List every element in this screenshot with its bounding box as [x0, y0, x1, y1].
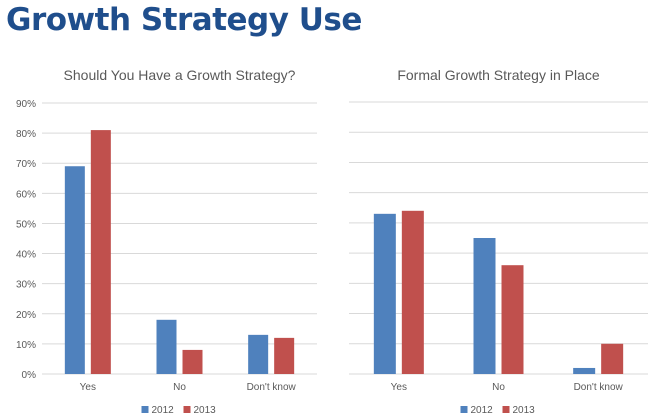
x-tick-label: Yes [80, 382, 96, 393]
y-tick-label: 20% [16, 310, 36, 321]
y-tick-label: 0% [22, 370, 37, 381]
y-tick-label: 60% [16, 189, 36, 200]
bar-2012-yes [64, 166, 85, 374]
bar-2012-no [473, 238, 496, 374]
legend-swatch-2012 [460, 406, 468, 413]
legend-label-2012: 2012 [471, 405, 494, 416]
legend-label-2012: 2012 [152, 405, 175, 416]
y-tick-label: 10% [16, 340, 36, 351]
x-tick-label: No [173, 382, 186, 393]
bar-2013-don-t-know [274, 337, 295, 374]
bar-2013-no [501, 265, 524, 374]
y-tick-label: 80% [16, 129, 36, 140]
bar-2012-don-t-know [573, 367, 596, 374]
x-tick-label: Yes [391, 382, 407, 393]
y-tick-label: 30% [16, 280, 36, 291]
y-tick-label: 50% [16, 219, 36, 230]
chart-title: Formal Growth Strategy in Place [397, 67, 600, 83]
x-tick-label: Don't know [574, 382, 624, 393]
y-tick-label: 70% [16, 159, 36, 170]
page-title: Growth Strategy Use [6, 2, 362, 38]
bar-2013-yes [401, 210, 424, 374]
legend-swatch-2012 [141, 406, 149, 413]
legend-label-2013: 2013 [513, 405, 536, 416]
x-tick-label: No [492, 382, 505, 393]
legend-swatch-2013 [183, 406, 191, 413]
bar-2013-don-t-know [601, 343, 624, 374]
bar-2012-no [156, 319, 177, 374]
y-tick-label: 90% [16, 99, 36, 110]
y-tick-label: 40% [16, 250, 36, 261]
bar-2013-yes [90, 130, 111, 374]
bar-2012-yes [373, 213, 396, 374]
legend-label-2013: 2013 [194, 405, 217, 416]
chart-title: Should You Have a Growth Strategy? [64, 67, 296, 83]
x-tick-label: Don't know [247, 382, 297, 393]
bar-2013-no [182, 349, 203, 374]
bar-2012-don-t-know [248, 334, 269, 374]
legend-swatch-2013 [502, 406, 510, 413]
